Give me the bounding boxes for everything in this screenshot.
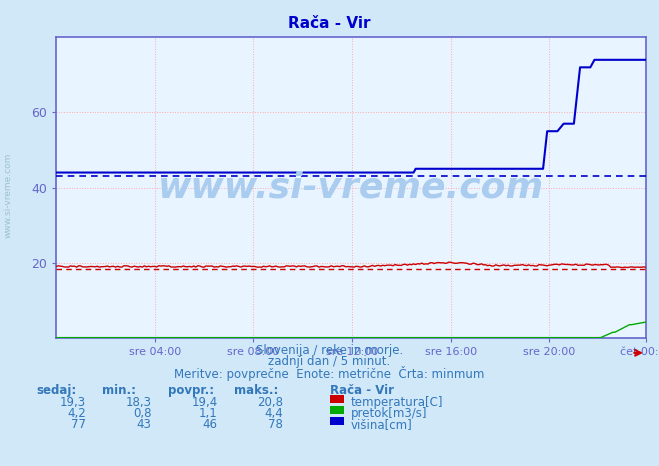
Text: 77: 77 [71,418,86,432]
Text: Rača - Vir: Rača - Vir [330,384,393,397]
Text: Rača - Vir: Rača - Vir [288,16,371,31]
Text: 0,8: 0,8 [133,407,152,420]
Text: 18,3: 18,3 [126,396,152,409]
Text: min.:: min.: [102,384,136,397]
Text: 46: 46 [202,418,217,432]
Text: www.si-vreme.com: www.si-vreme.com [158,171,544,205]
Text: Meritve: povprečne  Enote: metrične  Črta: minmum: Meritve: povprečne Enote: metrične Črta:… [175,366,484,381]
Text: sedaj:: sedaj: [36,384,76,397]
Text: 20,8: 20,8 [258,396,283,409]
Text: zadnji dan / 5 minut.: zadnji dan / 5 minut. [268,355,391,368]
Text: temperatura[C]: temperatura[C] [351,396,443,409]
Text: 1,1: 1,1 [199,407,217,420]
Text: višina[cm]: višina[cm] [351,418,413,432]
Text: 78: 78 [268,418,283,432]
Text: 4,4: 4,4 [265,407,283,420]
Text: 4,2: 4,2 [67,407,86,420]
Text: 43: 43 [136,418,152,432]
Text: Slovenija / reke in morje.: Slovenija / reke in morje. [256,344,403,357]
Text: 19,4: 19,4 [191,396,217,409]
Text: povpr.:: povpr.: [168,384,214,397]
Text: 19,3: 19,3 [59,396,86,409]
Text: pretok[m3/s]: pretok[m3/s] [351,407,427,420]
Text: www.si-vreme.com: www.si-vreme.com [3,153,13,239]
Text: maks.:: maks.: [234,384,278,397]
